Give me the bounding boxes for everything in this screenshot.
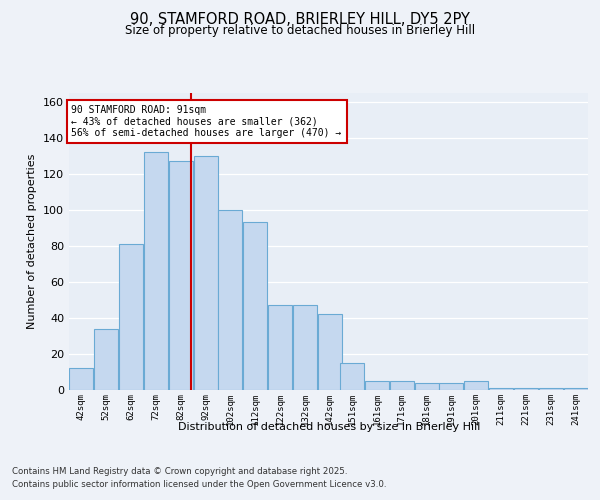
- Bar: [119, 244, 143, 390]
- Bar: [365, 381, 389, 390]
- Bar: [563, 388, 587, 390]
- Bar: [70, 368, 94, 390]
- Text: 90, STAMFORD ROAD, BRIERLEY HILL, DY5 2PY: 90, STAMFORD ROAD, BRIERLEY HILL, DY5 2P…: [130, 12, 470, 28]
- Bar: [169, 161, 193, 390]
- Bar: [489, 388, 513, 390]
- Bar: [390, 381, 414, 390]
- Text: Distribution of detached houses by size in Brierley Hill: Distribution of detached houses by size …: [178, 422, 480, 432]
- Text: Contains HM Land Registry data © Crown copyright and database right 2025.: Contains HM Land Registry data © Crown c…: [12, 468, 347, 476]
- Bar: [464, 381, 488, 390]
- Text: Contains public sector information licensed under the Open Government Licence v3: Contains public sector information licen…: [12, 480, 386, 489]
- Bar: [243, 222, 267, 390]
- Bar: [194, 156, 218, 390]
- Bar: [293, 306, 317, 390]
- Bar: [415, 383, 439, 390]
- Bar: [218, 210, 242, 390]
- Text: Size of property relative to detached houses in Brierley Hill: Size of property relative to detached ho…: [125, 24, 475, 37]
- Bar: [94, 328, 118, 390]
- Y-axis label: Number of detached properties: Number of detached properties: [28, 154, 37, 329]
- Bar: [317, 314, 342, 390]
- Bar: [340, 363, 364, 390]
- Bar: [439, 383, 463, 390]
- Text: 90 STAMFORD ROAD: 91sqm
← 43% of detached houses are smaller (362)
56% of semi-d: 90 STAMFORD ROAD: 91sqm ← 43% of detache…: [71, 105, 342, 138]
- Bar: [268, 306, 292, 390]
- Bar: [539, 388, 563, 390]
- Bar: [144, 152, 168, 390]
- Bar: [514, 388, 538, 390]
